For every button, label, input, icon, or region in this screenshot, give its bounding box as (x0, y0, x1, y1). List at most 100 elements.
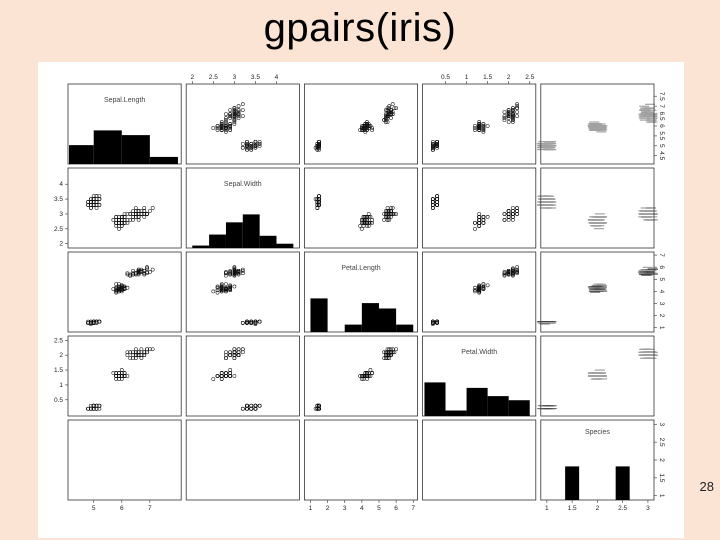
scatter-point (477, 283, 482, 288)
scatter-point (240, 145, 245, 150)
scatter-point (477, 126, 482, 130)
scatter-point (215, 374, 220, 378)
axis-tick-label: 2 (658, 458, 665, 462)
panel-3-4 (422, 251, 537, 333)
scatter-point (506, 108, 511, 112)
scatter-point (506, 110, 511, 114)
scatter-point (128, 212, 133, 216)
axis-tick-label: 4 (360, 505, 364, 512)
axis-tick-label: 4 (658, 290, 665, 294)
axis-tick-label: 6 (394, 505, 398, 512)
scatter-point (232, 350, 237, 355)
scatter-point (119, 374, 124, 378)
scatter-point (365, 124, 369, 128)
scatter-point (215, 288, 220, 293)
scatter-point (389, 347, 393, 352)
scatter-point (139, 212, 144, 216)
scatter-point (236, 272, 241, 277)
axis-tick-label: 5 (658, 277, 665, 281)
scatter-point (431, 145, 435, 150)
scatter-point (317, 139, 321, 144)
scatter-point (228, 122, 233, 126)
histogram-bar (276, 243, 294, 248)
scatter-point (133, 350, 138, 355)
scatter-point (236, 114, 241, 118)
variable-label: Petal.Width (461, 349, 497, 356)
axis-tick-label: 2.5 (54, 337, 63, 344)
axis-tick-label: 2 (658, 314, 665, 318)
axis-tick-label: 1.5 (54, 367, 63, 374)
scatter-point (94, 194, 99, 198)
histogram-bar (487, 396, 509, 416)
axis-tick-label: 1 (465, 74, 469, 81)
scatter-point (515, 267, 519, 272)
scatter-point (245, 143, 249, 148)
scatter-point (240, 108, 245, 112)
axis-tick-label: 4.5 (658, 151, 665, 160)
scatter-point (232, 122, 237, 126)
scatter-point (481, 284, 486, 289)
scatter-point (219, 284, 224, 289)
scatter-point (366, 215, 371, 219)
scatter-point (240, 141, 245, 146)
scatter-point (142, 353, 147, 358)
panel-frame (303, 419, 418, 501)
scatter-point (431, 141, 435, 146)
axis-tick-label: 1 (658, 494, 665, 498)
scatter-point (249, 141, 254, 146)
axis-tick-label: 5 (92, 505, 96, 512)
scatter-point (249, 147, 254, 152)
panel-frame (422, 167, 537, 249)
scatter-point (361, 126, 366, 130)
scatter-point (119, 284, 124, 289)
scatter-point (245, 147, 249, 152)
scatter-point (477, 285, 482, 290)
scatter-point (232, 374, 237, 378)
scatter-point (477, 122, 482, 126)
scatter-point (228, 287, 233, 291)
scatter-point (435, 203, 439, 207)
scatter-point (317, 143, 321, 148)
scatter-point (515, 102, 519, 107)
scatter-point (506, 272, 511, 277)
scatter-point (366, 374, 371, 378)
scatter-point (363, 371, 368, 375)
scatter-point (114, 282, 119, 287)
scatter-point (224, 288, 228, 293)
scatter-point (477, 288, 482, 293)
scatter-point (506, 209, 511, 213)
panel-frame (540, 167, 655, 249)
scatter-point (249, 403, 254, 408)
axis-tick-label: 3.5 (251, 74, 260, 81)
variable-label: Species (585, 429, 610, 436)
scatter-point (389, 116, 393, 120)
scatter-point (91, 320, 96, 325)
scatter-point (117, 282, 121, 287)
axis-tick-label: 2 (190, 74, 194, 81)
scatter-point (236, 110, 241, 114)
scatter-point (390, 102, 395, 107)
scatter-point (91, 197, 96, 201)
scatter-point (385, 108, 390, 112)
scatter-point (481, 124, 486, 128)
axis-tick-label: 6 (658, 124, 665, 128)
scatter-point (370, 218, 375, 222)
scatter-point (431, 139, 435, 144)
scatter-point (390, 110, 395, 114)
scatter-point (506, 112, 511, 116)
scatter-point (117, 218, 121, 222)
scatter-point (245, 320, 249, 325)
scatter-point (511, 110, 515, 114)
axis-tick-label: 3.5 (54, 196, 63, 203)
scatter-point (253, 139, 258, 144)
scatter-point (502, 114, 507, 118)
scatter-point (232, 271, 237, 276)
scatter-point (147, 347, 152, 352)
scatter-point (228, 128, 233, 132)
panel-3-1 (67, 251, 182, 333)
scatter-point (91, 406, 96, 411)
histogram-bar (565, 466, 580, 500)
axis-tick-label: 2.5 (525, 74, 534, 81)
histogram-bar (93, 130, 122, 164)
scatter-point (224, 122, 228, 126)
